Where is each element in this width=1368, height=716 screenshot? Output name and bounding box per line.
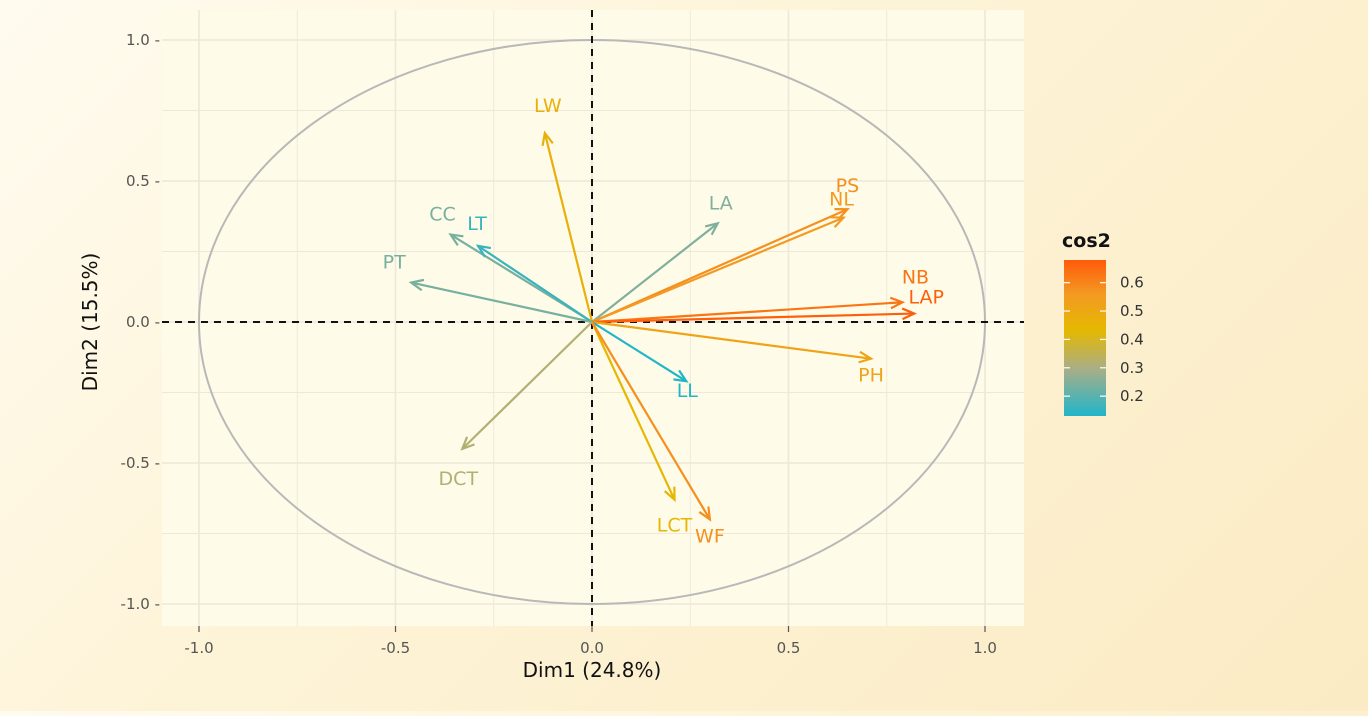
arrowhead-lct [663,486,676,503]
arrowhead-ph [858,350,874,364]
arrow-lt [477,244,593,323]
arrow-lw [543,132,594,323]
variable-arrows [408,130,917,522]
x-tick-label: -0.5 [381,639,410,657]
y-axis-ticks: -1.0 - -0.5 - 0.0 - 0.5 - 1.0 - [121,31,160,613]
label-wf: WF [695,525,725,547]
arrowhead-nb [889,296,906,310]
arrow-ph [591,320,872,360]
label-ll: LL [677,380,699,402]
arrowhead-lw [541,130,554,147]
label-la: LA [709,192,733,214]
arrow-dct [461,321,593,450]
arrow-ll [591,321,687,383]
y-tick-label: 1.0 - [126,31,160,49]
label-lct: LCT [657,515,693,537]
y-tick-label: 0.5 - [126,172,160,190]
colorbar [1064,260,1106,416]
arrow-nb [591,301,903,324]
legend-title: cos2 [1062,230,1111,252]
arrow-pt [410,281,593,324]
label-cc: CC [429,204,456,226]
arrowhead-wf [698,506,712,522]
x-axis-ticks: -1.0 -0.5 0.0 0.5 1.0 [184,626,997,657]
y-tick-label: -0.5 - [121,454,160,472]
y-tick-label: -1.0 - [121,595,160,613]
x-tick-label: 1.0 [973,639,997,657]
arrowhead-la [704,221,720,236]
arrowhead-ps [834,208,850,220]
label-lw: LW [534,95,562,117]
arrowhead-lap [901,307,917,321]
colorbar-tick-label: 0.6 [1120,274,1144,292]
label-dct: DCT [439,468,479,490]
arrow-la [591,222,719,323]
label-lap: LAP [909,287,944,309]
label-nl: NL [829,189,854,211]
arrowhead-dct [460,436,475,451]
x-tick-label: -1.0 [184,639,213,657]
label-lt: LT [467,213,487,235]
arrowhead-lt [475,244,492,258]
arrow-lap [591,312,915,324]
x-tick-label: 0.0 [580,639,604,657]
arrowhead-cc [448,233,464,246]
colorbar-tick-label: 0.5 [1120,302,1144,320]
arrow-nl [591,216,844,324]
colorbar-tick-label: 0.3 [1120,359,1144,377]
label-ps: PS [836,175,860,197]
arrow-wf [591,321,711,520]
arrow-lct [591,321,676,501]
y-axis-title: Dim2 (15.5%) [78,253,102,392]
y-tick-label: 0.0 - [126,313,160,331]
arrowhead-pt [408,278,425,292]
arrowhead-ll [673,369,689,383]
x-axis-title: Dim1 (24.8%) [523,658,662,682]
label-nb: NB [902,266,929,288]
colorbar-ticks: 0.2 0.3 0.4 0.5 0.6 [1064,274,1144,405]
colorbar-tick-label: 0.2 [1120,387,1144,405]
label-pt: PT [383,252,406,274]
label-ph: PH [858,365,884,387]
x-tick-label: 0.5 [777,639,801,657]
arrowhead-nl [830,216,847,228]
legend: cos2 0.2 0.3 0.4 0.5 0.6 [1062,230,1144,416]
colorbar-tick-label: 0.4 [1120,330,1144,348]
